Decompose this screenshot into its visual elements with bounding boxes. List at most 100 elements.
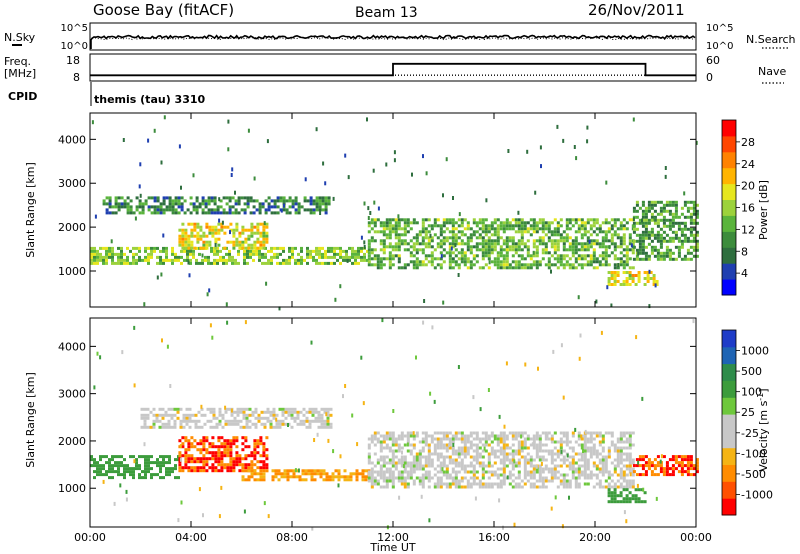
power-colorbar-tick: 4: [741, 267, 748, 280]
power-cell: [671, 239, 675, 243]
time-tick: 00:00: [74, 531, 106, 544]
velocity-cell: [179, 422, 183, 426]
velocity-cell: [388, 437, 392, 441]
power-cell: [186, 249, 189, 253]
velocity-cell: [364, 475, 368, 479]
power-cell: [246, 255, 249, 259]
velocity-cell: [250, 475, 254, 479]
power-cell: [135, 205, 139, 209]
power-cell: [490, 251, 494, 255]
velocity-cell: [337, 469, 341, 473]
velocity-cell: [146, 425, 150, 429]
velocity-cell: [400, 464, 404, 468]
velocity-cell: [206, 419, 210, 423]
power-cell: [397, 224, 401, 228]
power-cell: [135, 258, 138, 262]
velocity-cell: [391, 479, 395, 483]
velocity-cell: [114, 455, 117, 459]
power-cell: [671, 221, 675, 225]
power-cell: [559, 257, 563, 261]
velocity-cell: [442, 482, 446, 486]
velocity-cell: [544, 443, 548, 447]
power-cell: [129, 205, 133, 209]
velocity-cell: [144, 476, 147, 480]
velocity-echo: [625, 519, 628, 524]
power-echo: [363, 201, 366, 206]
power-cell: [683, 203, 687, 207]
velocity-cell: [695, 470, 699, 474]
power-cell: [264, 252, 267, 256]
velocity-cell: [187, 469, 191, 473]
power-cell: [659, 254, 663, 258]
power-cell: [647, 257, 651, 261]
power-cell: [616, 218, 620, 222]
power-cell: [571, 245, 575, 249]
power-cell: [677, 215, 681, 219]
velocity-cell: [514, 476, 518, 480]
power-cell: [105, 255, 108, 259]
power-cell: [619, 251, 623, 255]
velocity-cell: [586, 467, 590, 471]
power-cell: [505, 248, 509, 252]
velocity-cell: [230, 422, 234, 426]
velocity-cell: [343, 469, 347, 473]
velocity-cell: [167, 413, 171, 417]
power-cell: [665, 200, 669, 204]
velocity-cell: [185, 416, 189, 420]
power-cell: [214, 225, 218, 229]
power-cell: [153, 199, 157, 203]
velocity-cell: [373, 434, 377, 438]
power-cell: [424, 254, 428, 258]
velocity-cell: [129, 467, 132, 471]
velocity-cell: [592, 485, 596, 489]
power-cell: [496, 230, 500, 234]
power-cell: [247, 243, 251, 247]
velocity-cell: [99, 458, 102, 462]
velocity-cell: [244, 463, 248, 467]
velocity-cell: [526, 437, 530, 441]
velocity-cell: [478, 464, 482, 468]
velocity-cell: [331, 478, 335, 482]
velocity-cell: [511, 479, 515, 483]
velocity-cell: [418, 461, 422, 465]
power-cell: [490, 239, 494, 243]
power-cell: [427, 242, 431, 246]
velocity-cell: [517, 431, 521, 435]
power-cell: [400, 218, 404, 222]
velocity-cell: [343, 475, 347, 479]
power-cell: [607, 280, 611, 283]
power-cell: [562, 266, 566, 270]
power-cell: [424, 218, 428, 222]
power-cell: [321, 196, 325, 200]
power-cell: [683, 215, 687, 219]
power-cell: [210, 249, 213, 253]
power-cell: [613, 257, 617, 261]
velocity-cell: [589, 440, 593, 444]
power-cell: [487, 266, 491, 270]
velocity-cell: [544, 449, 548, 453]
power-cell: [475, 254, 479, 258]
velocity-cell: [454, 473, 458, 477]
velocity-cell: [197, 410, 201, 414]
power-cell: [553, 239, 557, 243]
power-echo: [187, 260, 190, 265]
velocity-cell: [457, 446, 461, 450]
power-cell: [571, 218, 575, 222]
power-cell: [436, 242, 440, 246]
velocity-cell: [607, 488, 611, 492]
power-cell: [415, 263, 419, 267]
velocity-cell: [647, 461, 651, 465]
power-cell: [562, 257, 566, 261]
power-cell: [574, 266, 578, 270]
power-cell: [342, 255, 345, 259]
power-cell: [574, 221, 578, 225]
power-cell: [270, 211, 274, 215]
power-cell: [237, 261, 240, 265]
power-cell: [211, 225, 215, 229]
velocity-cell: [147, 455, 150, 459]
power-cell: [243, 252, 246, 256]
velocity-cell: [484, 449, 488, 453]
power-cell: [638, 251, 642, 255]
velocity-cell: [592, 473, 596, 477]
velocity-cell: [403, 443, 407, 447]
